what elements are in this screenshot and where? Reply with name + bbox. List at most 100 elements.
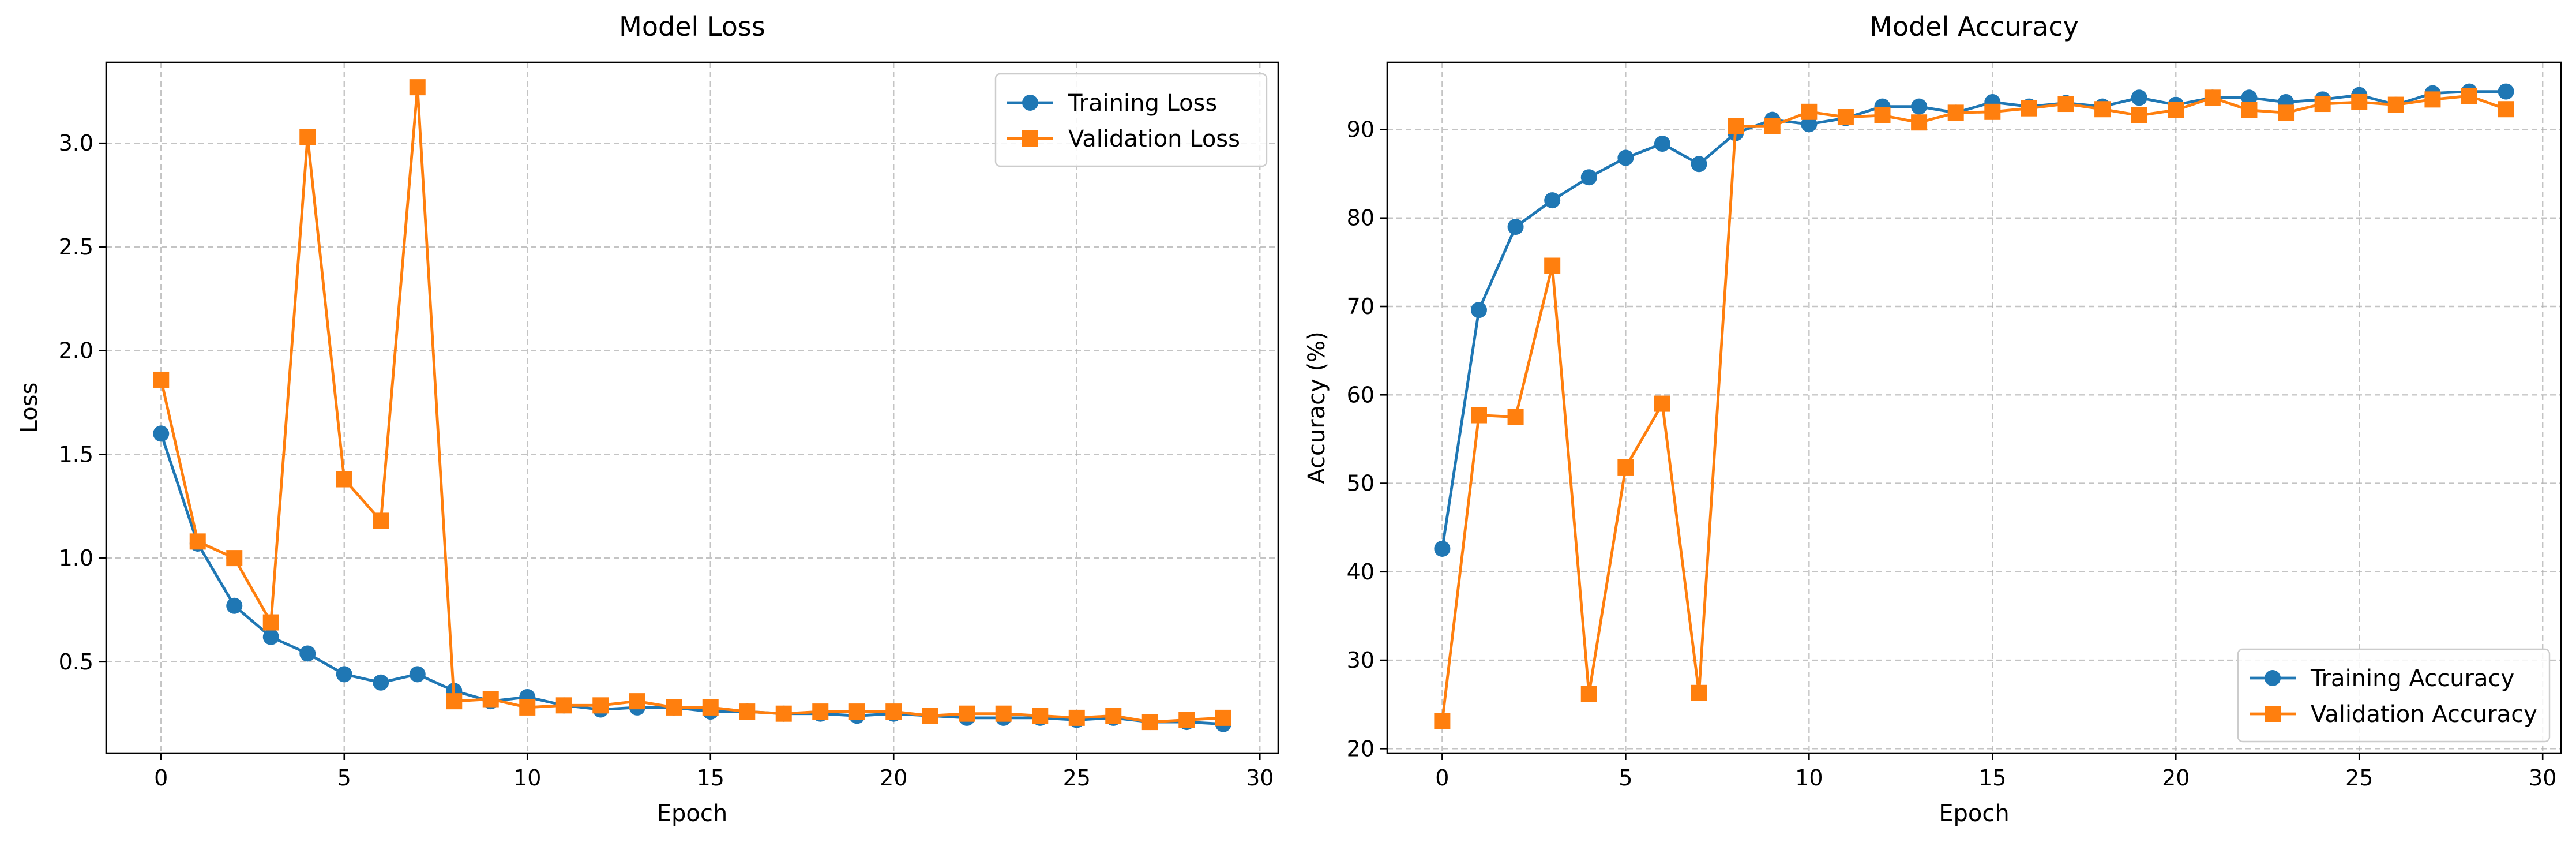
x-axis: 0 5 10 15 20 25 30	[1435, 753, 2556, 791]
data-point	[1617, 149, 1634, 166]
legend-box	[994, 73, 1268, 167]
y-tick-label: 30	[1347, 647, 1375, 673]
data-point	[1801, 116, 1818, 133]
data-point	[812, 703, 829, 720]
data-point	[959, 705, 975, 722]
series-line	[160, 433, 1223, 726]
data-point	[299, 645, 316, 662]
data-point	[629, 693, 645, 710]
x-tick-label: 10	[1795, 765, 1823, 791]
data-point	[226, 597, 243, 614]
data-point	[519, 699, 536, 716]
data-point	[2057, 96, 2074, 113]
legend-marker	[2265, 670, 2281, 686]
x-axis-label: Epoch	[1939, 800, 2009, 827]
data-point	[153, 425, 170, 442]
grid	[106, 62, 1278, 753]
data-point	[775, 705, 792, 722]
data-point	[2168, 102, 2184, 118]
y-axis: 0.5 1.0 1.5 2.0 2.5 3.0	[59, 130, 106, 675]
data-point	[848, 703, 865, 720]
data-point	[2278, 104, 2295, 121]
x-tick-label: 25	[1063, 765, 1091, 791]
legend-entry: Training Loss	[1007, 90, 1217, 117]
y-tick-label: 2.5	[59, 234, 93, 260]
x-tick-label: 20	[880, 765, 907, 791]
x-tick-label: 0	[1435, 765, 1449, 791]
data-point	[592, 697, 609, 714]
data-point	[1470, 407, 1487, 424]
legend: Training Accuracy Validation Accuracy	[2237, 648, 2551, 743]
data-point	[995, 705, 1012, 722]
data-point	[2498, 83, 2514, 100]
data-point	[922, 708, 938, 724]
data-point	[1141, 714, 1158, 731]
data-point	[1911, 98, 1928, 115]
data-point	[2131, 89, 2147, 106]
data-point	[1801, 103, 1818, 120]
x-tick-label: 15	[697, 765, 724, 791]
data-point	[702, 699, 719, 716]
data-point	[1470, 302, 1487, 319]
x-axis: 0 5 10 15 20 25 30	[154, 753, 1274, 791]
data-point	[1617, 459, 1634, 476]
x-tick-label: 25	[2345, 765, 2373, 791]
x-tick-label: 30	[1246, 765, 1274, 791]
data-point	[299, 129, 316, 145]
chart-title: Model Accuracy	[1869, 11, 2079, 42]
loss-chart: Model Loss 0 5 10 15 20 25 30 0.5 1.0 1.5 2.0 2.5 3…	[16, 11, 1279, 827]
data-point	[1507, 219, 1524, 235]
legend-box	[2237, 648, 2551, 743]
data-point	[1544, 257, 1561, 274]
y-axis: 20 30 40 50 60 70 80 90	[1347, 117, 1387, 761]
data-point	[1837, 109, 1854, 126]
data-point	[1580, 686, 1597, 702]
data-point	[1691, 156, 1707, 173]
legend: Training Loss Validation Loss	[994, 73, 1268, 167]
x-tick-label: 30	[2529, 765, 2556, 791]
data-point	[2351, 93, 2368, 110]
y-tick-label: 2.0	[59, 338, 93, 364]
y-tick-label: 1.5	[59, 441, 93, 467]
data-point	[2387, 96, 2404, 113]
data-point	[446, 693, 463, 710]
y-tick-label: 0.5	[59, 649, 93, 675]
data-point	[1580, 169, 1597, 186]
data-point	[2241, 89, 2258, 106]
legend-marker	[1022, 130, 1038, 147]
data-point	[555, 697, 572, 714]
y-tick-label: 80	[1347, 205, 1375, 231]
data-point	[739, 703, 756, 720]
y-tick-label: 3.0	[59, 130, 93, 156]
chart-title: Model Loss	[619, 11, 765, 42]
data-point	[336, 471, 352, 488]
data-point	[1105, 708, 1122, 724]
legend-label: Training Accuracy	[2310, 665, 2514, 692]
data-point	[262, 614, 279, 631]
x-tick-label: 20	[2162, 765, 2190, 791]
y-tick-label: 60	[1347, 382, 1375, 407]
y-axis-label: Accuracy (%)	[1304, 331, 1330, 484]
series-validation-accuracy	[1434, 88, 2514, 729]
x-axis-label: Epoch	[657, 800, 727, 827]
legend-label: Validation Loss	[1068, 126, 1240, 152]
series-layer	[1434, 83, 2514, 729]
data-point	[1654, 136, 1670, 152]
data-point	[1434, 540, 1451, 557]
x-tick-label: 5	[1619, 765, 1632, 791]
data-point	[2314, 96, 2331, 113]
data-point	[1911, 114, 1928, 131]
data-point	[885, 703, 902, 720]
data-point	[1947, 104, 1964, 121]
data-point	[1544, 192, 1561, 209]
data-point	[1068, 709, 1085, 726]
data-point	[409, 79, 426, 96]
x-tick-label: 15	[1978, 765, 2006, 791]
data-point	[1874, 107, 1891, 123]
data-point	[1507, 409, 1524, 425]
data-point	[1728, 118, 1744, 134]
data-point	[1434, 713, 1451, 729]
grid	[1387, 62, 2561, 753]
data-point	[2094, 101, 2111, 118]
series-validation-loss	[153, 79, 1231, 731]
